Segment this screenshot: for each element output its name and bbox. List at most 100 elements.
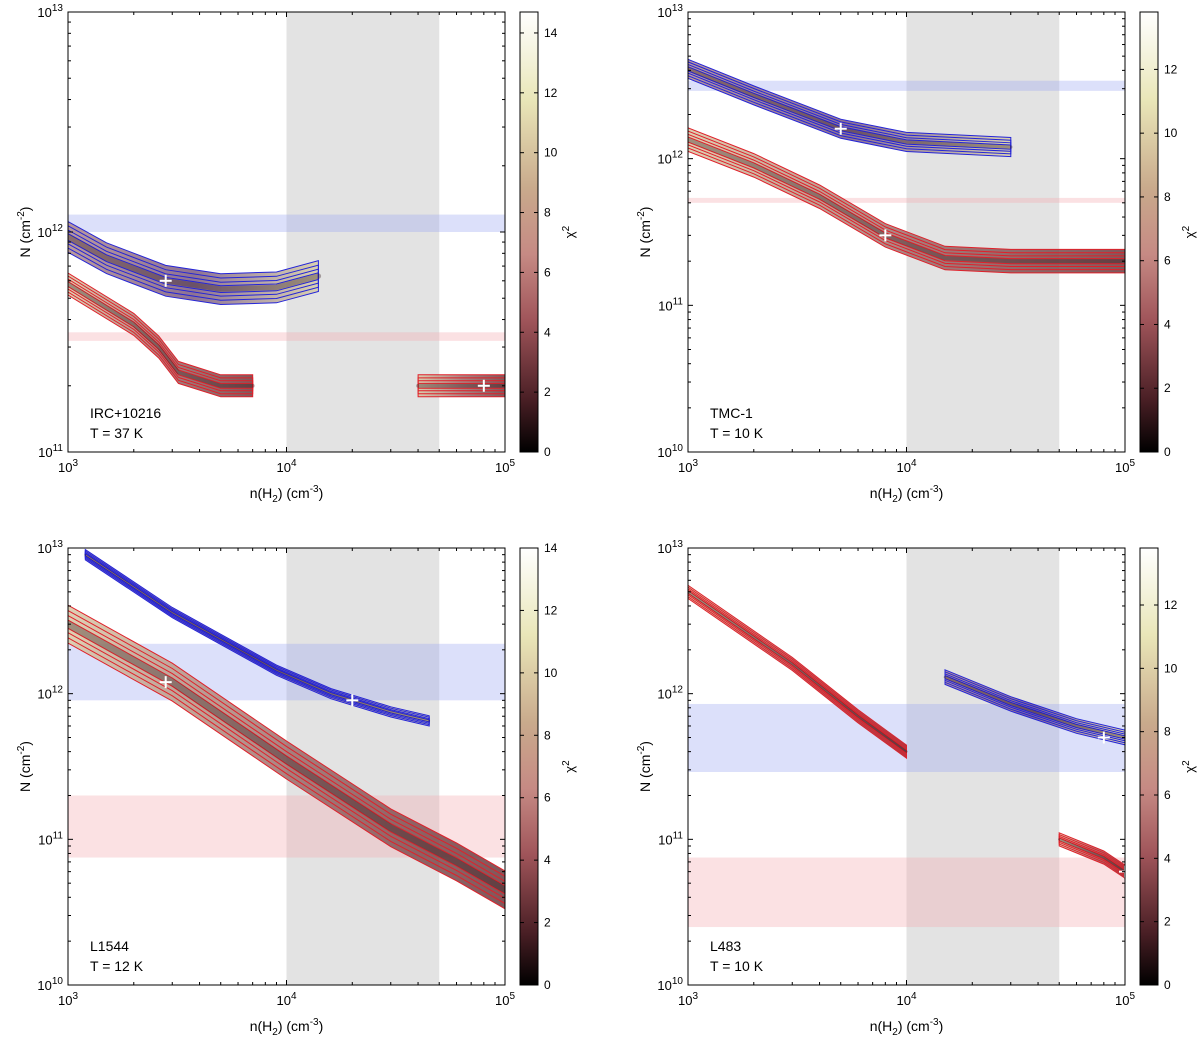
plot-area	[68, 548, 505, 985]
x-tick-label: 104	[276, 991, 296, 1008]
blue-contour	[943, 669, 1125, 746]
y-tick-label: 1013	[657, 3, 683, 20]
colorbar-label: χ2	[561, 760, 577, 773]
x-tick-label: 104	[896, 991, 916, 1008]
colorbar: 0 2 4 6 8 10 12 14 χ2	[519, 11, 577, 459]
observed-band-red	[688, 857, 1125, 928]
contour-level-3	[84, 551, 430, 724]
source-label: L1544	[90, 938, 129, 954]
contour-level-1	[84, 548, 430, 727]
y-tick-label: 1011	[38, 443, 63, 460]
temperature-label: T = 12 K	[90, 958, 144, 974]
colorbar-tick-label: 12	[544, 603, 558, 617]
colorbar-tick-label: 2	[544, 385, 551, 399]
contour-level-3	[1058, 835, 1125, 876]
colorbar-tick-label: 12	[544, 86, 558, 100]
contour-level-4	[688, 66, 1012, 150]
colorbar-tick-label: 10	[544, 666, 558, 680]
colorbar-tick-label: 10	[544, 146, 558, 160]
contour-level-4	[1058, 837, 1125, 874]
best-fit-marker-2	[477, 379, 490, 392]
y-tick-label: 1012	[37, 685, 63, 702]
best-fit-marker-1	[159, 274, 172, 287]
colorbar-tick-label: 8	[1164, 725, 1171, 739]
source-label: IRC+10216	[90, 405, 161, 421]
contour-level-4	[68, 619, 505, 895]
colorbar-gradient	[1139, 11, 1159, 453]
density-band	[906, 12, 1060, 452]
y-tick-label: 1012	[37, 223, 63, 240]
colorbar-label: χ2	[1181, 760, 1197, 773]
y-tick-label: 1011	[658, 830, 683, 847]
best-fit-marker-2	[1119, 865, 1125, 878]
x-axis-label: n(H2) (cm-3)	[870, 1017, 944, 1038]
colorbar-tick-label: 12	[1164, 598, 1178, 612]
colorbar-tick-label: 4	[1164, 851, 1171, 865]
temperature-label: T = 10 K	[710, 958, 764, 974]
density-band	[906, 548, 1060, 985]
colorbar-gradient	[1139, 547, 1159, 986]
contour-level-2	[944, 671, 1125, 744]
contour-level-3	[944, 673, 1125, 742]
colorbar-tick-label: 6	[1164, 788, 1171, 802]
y-tick-label: 1010	[37, 976, 63, 993]
colorbar-tick-label: 4	[544, 853, 551, 867]
contour-level-4	[688, 589, 907, 755]
x-tick-label: 103	[678, 458, 698, 475]
contour-level-2	[68, 275, 254, 395]
red-contour-2	[1058, 832, 1125, 879]
colorbar-tick-label: 0	[1164, 978, 1171, 992]
red-contour-1	[68, 272, 255, 398]
colorbar-tick-label: 4	[544, 325, 551, 339]
y-tick-label: 1010	[657, 443, 683, 460]
y-axis-label: N (cm-2)	[16, 207, 33, 258]
x-tick-label: 103	[58, 458, 78, 475]
best-fit-marker-2	[879, 229, 892, 242]
contour-minimum	[68, 620, 505, 894]
contour-level-2	[688, 586, 907, 758]
colorbar-tick-label: 10	[1164, 126, 1178, 140]
x-tick-label: 103	[58, 991, 78, 1008]
contour-level-1	[68, 220, 319, 306]
contour-minimum	[1058, 838, 1125, 873]
observed-band-blue	[68, 214, 505, 232]
contour-level-4	[84, 552, 430, 723]
colorbar-tick-label: 2	[1164, 915, 1171, 929]
colorbar-tick-label: 14	[544, 541, 558, 555]
contour-minimum	[943, 675, 1125, 739]
y-tick-label: 1012	[657, 685, 683, 702]
y-axis-label: N (cm-2)	[636, 207, 653, 258]
contour-minimum	[688, 590, 908, 753]
observed-band-red	[68, 332, 505, 341]
best-fit-marker-1	[834, 122, 847, 135]
colorbar-tick-label: 2	[544, 916, 551, 930]
x-axis-label: n(H2) (cm-3)	[250, 484, 324, 505]
contour-level-4	[68, 281, 254, 389]
plot-area	[688, 12, 1125, 452]
y-tick-label: 1012	[657, 150, 683, 167]
y-tick-label: 1013	[37, 3, 63, 20]
contour-level-3	[68, 278, 254, 392]
temperature-label: T = 10 K	[710, 425, 764, 441]
x-tick-label: 105	[495, 458, 515, 475]
colorbar-tick-label: 12	[1164, 62, 1178, 76]
colorbar-tick-label: 10	[1164, 661, 1178, 675]
red-contour-2	[416, 374, 505, 398]
x-axis-label: n(H2) (cm-3)	[250, 1017, 324, 1038]
colorbar-tick-label: 6	[1164, 254, 1171, 268]
contour-level-2	[1058, 833, 1125, 878]
contour-level-2	[68, 225, 319, 301]
contour-level-3	[688, 63, 1012, 152]
density-band	[286, 12, 440, 452]
x-axis-label: n(H2) (cm-3)	[870, 484, 944, 505]
colorbar: 0 2 4 6 8 10 12 χ2	[1139, 11, 1197, 459]
colorbar-label: χ2	[561, 225, 577, 238]
contour-level-2	[417, 377, 505, 395]
x-tick-label: 105	[1115, 991, 1135, 1008]
colorbar-gradient	[519, 11, 539, 453]
contour-level-2	[84, 550, 430, 726]
